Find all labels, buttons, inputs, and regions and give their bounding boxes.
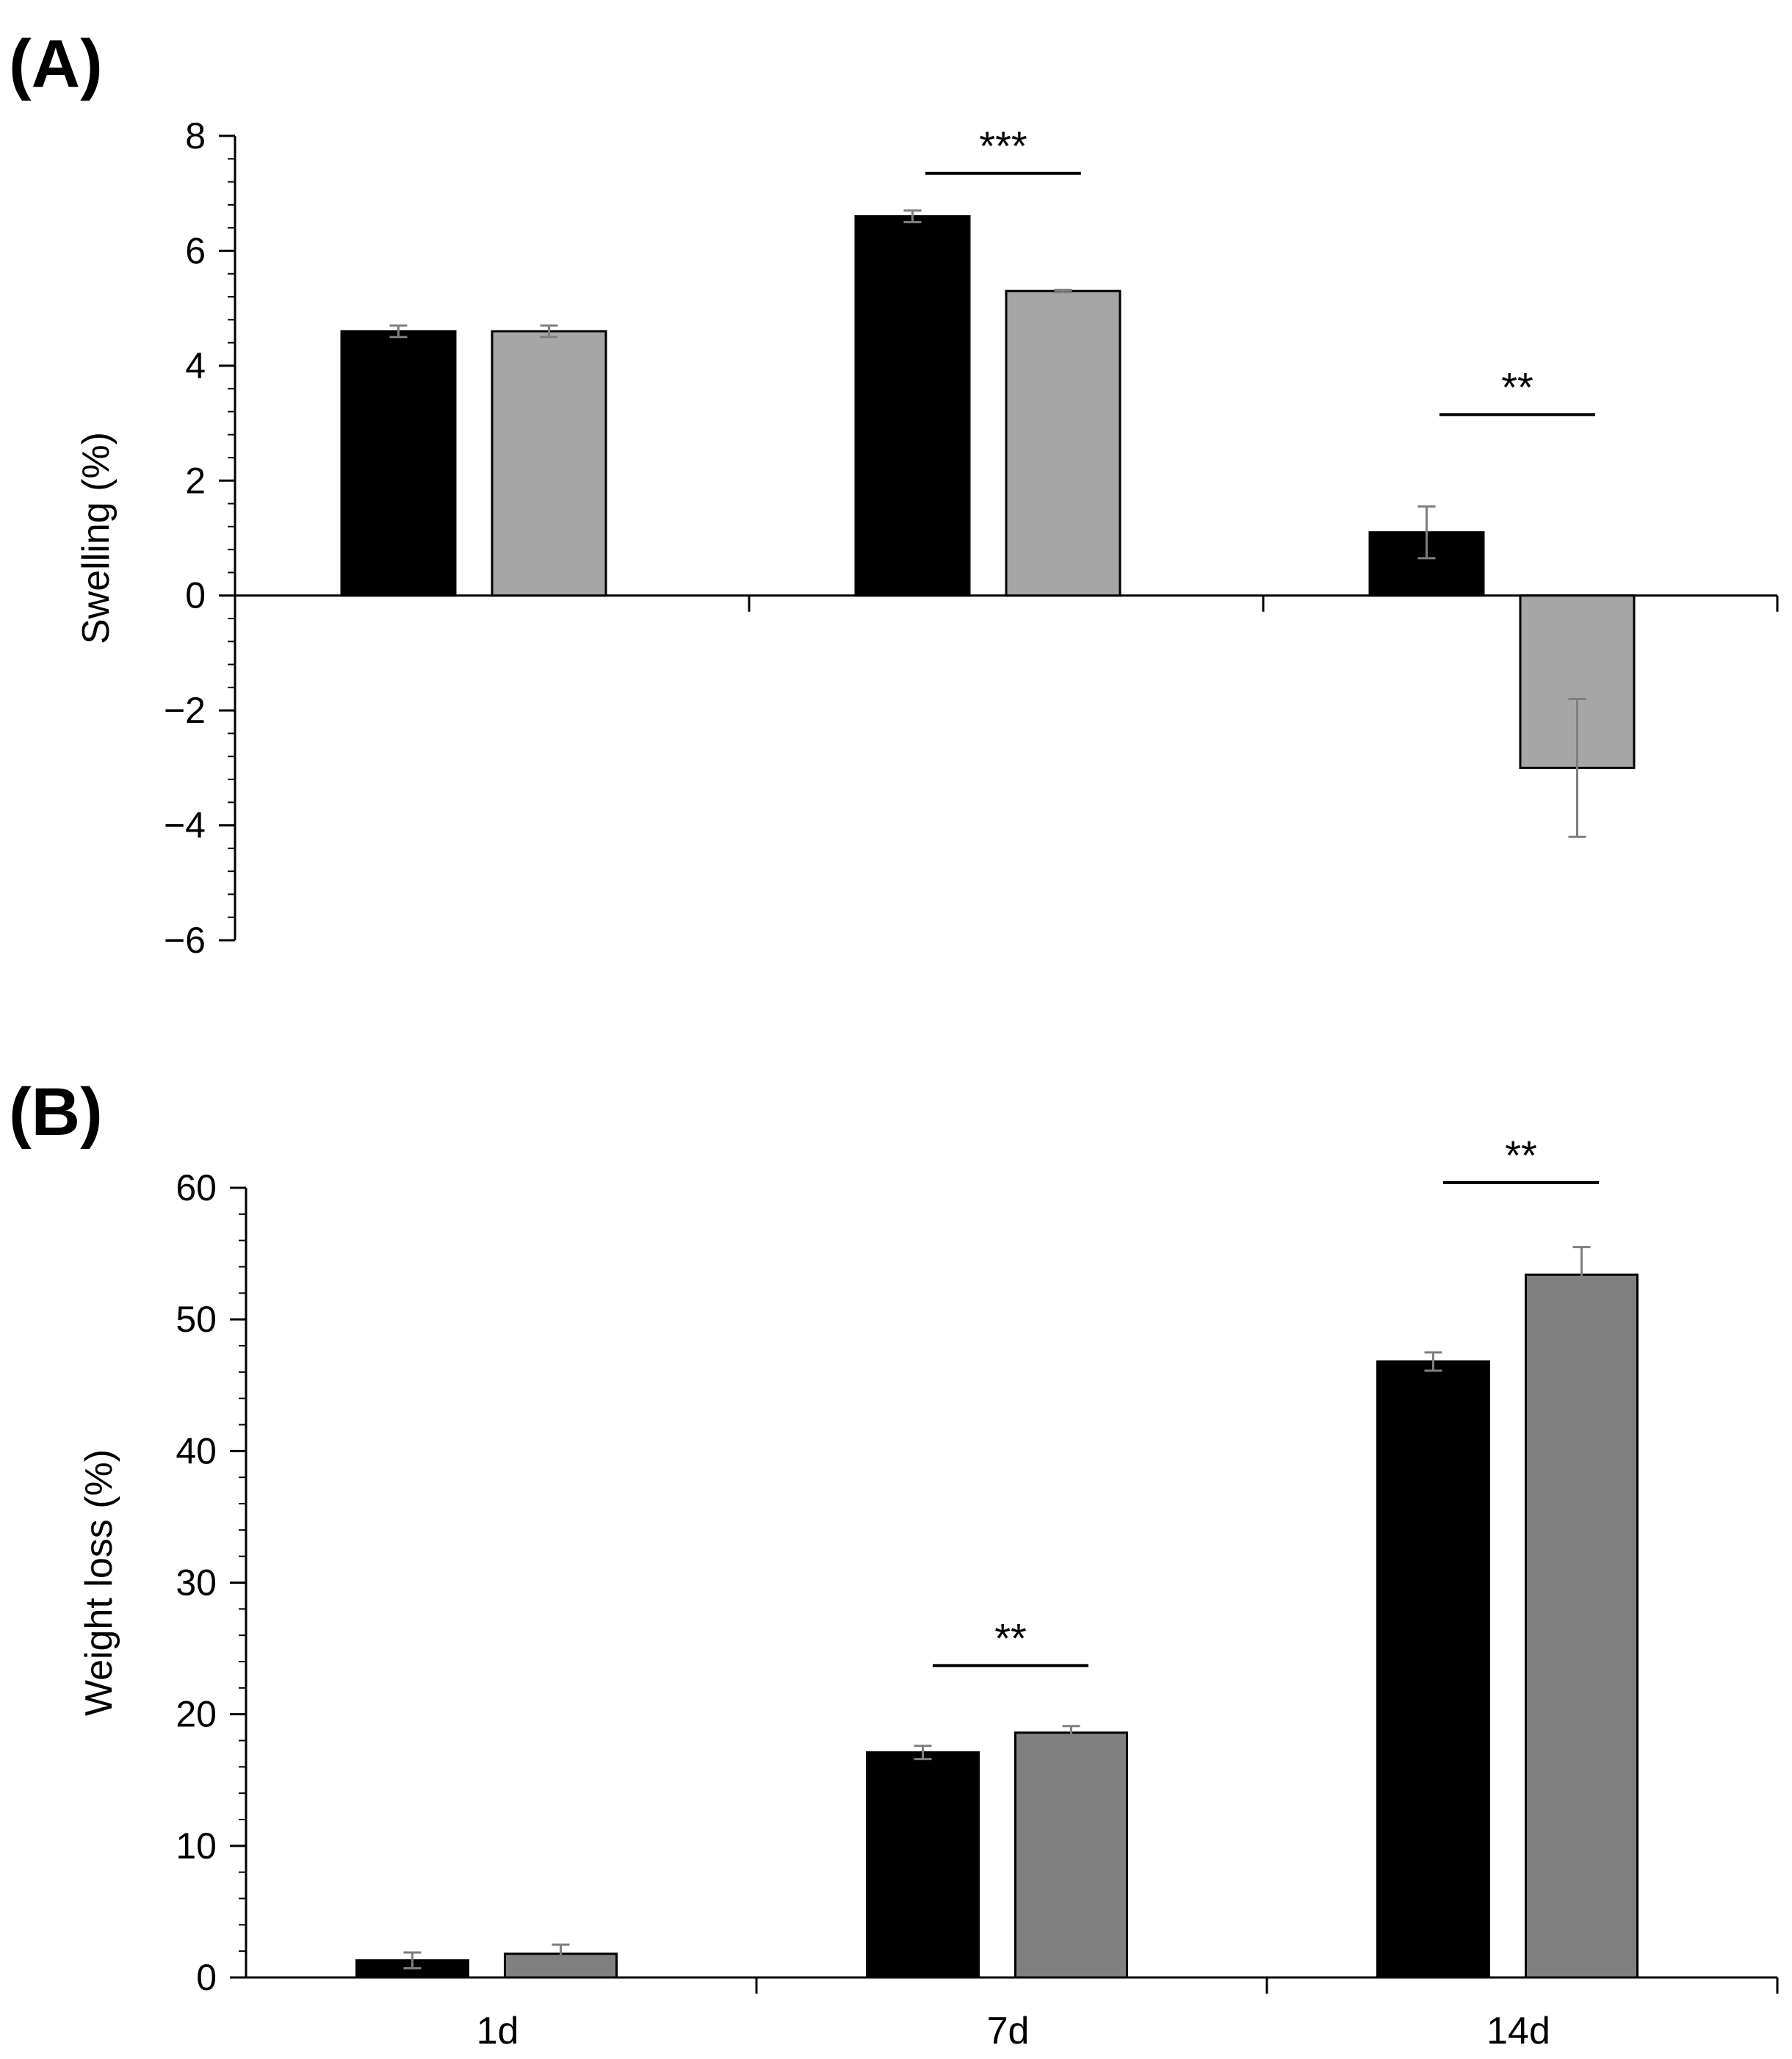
bar-2-1d [491,330,607,597]
bar-2-7d [1014,1731,1128,1979]
y-tick-label: 60 [176,1167,217,1208]
bar-2-7d [1005,289,1121,597]
x-category-label-14d: 14d [1486,2010,1550,2052]
y-tick-label: 50 [176,1299,217,1340]
y-tick-label: −4 [164,805,206,846]
bar-1-14d [1376,1360,1490,1979]
panel-a-label: (A) [9,26,103,101]
y-tick-label: 40 [176,1430,217,1471]
bar-1-1d [340,330,457,597]
significance-stars: ** [1505,1132,1537,1178]
y-tick-label: −6 [164,920,206,961]
y-tick-label: 8 [185,115,206,156]
y-axis-title: Swelling (%) [75,432,118,644]
x-category-label-7d: 7d [987,2010,1030,2052]
panel-b-label: (B) [9,1075,103,1150]
y-tick-label: −2 [164,690,206,731]
x-category-label-1d: 1d [477,2010,519,2052]
significance-stars: ** [1501,364,1533,410]
y-tick-label: 0 [185,575,206,616]
y-tick-label: 2 [185,460,206,501]
y-tick-label: 10 [176,1825,217,1867]
bar-1-7d [866,1751,980,1979]
y-tick-label: 30 [176,1562,217,1604]
y-tick-label: 0 [196,1957,217,1998]
y-tick-label: 20 [176,1694,217,1735]
y-tick-label: 6 [185,230,206,271]
bar-1-7d [854,215,971,597]
chart-panel-b: 60 50 40 30 20 10 0 Weight loss (%) 1d 7d 14d ** ** [78,1132,1779,2052]
significance-stars: *** [979,123,1027,169]
y-tick-label: 4 [185,345,206,386]
bar-2-14d [1525,1273,1639,1979]
significance-stars: ** [994,1615,1027,1661]
y-axis-title: Weight loss (%) [78,1449,120,1716]
